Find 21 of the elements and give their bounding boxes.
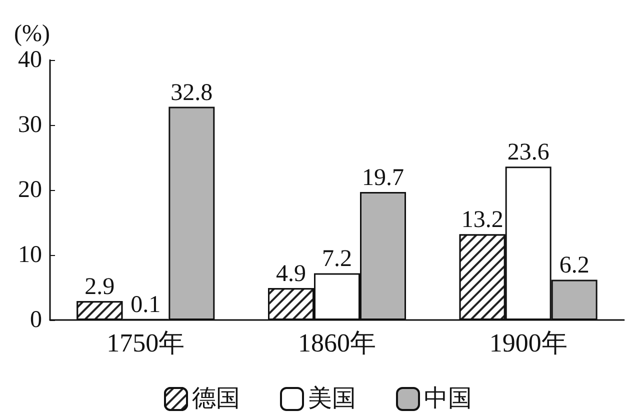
y-tick-label: 20 — [18, 177, 42, 203]
data-label: 6.2 — [559, 252, 590, 279]
x-tick-label: 1900年 — [489, 328, 568, 358]
y-tick-label: 40 — [18, 47, 42, 73]
y-axis-title: (%) — [14, 21, 50, 47]
legend-label: 美国 — [308, 385, 356, 412]
y-tick-label: 0 — [30, 307, 42, 333]
y-tick-label: 30 — [18, 112, 42, 138]
data-label: 19.7 — [362, 164, 404, 191]
x-tick-label: 1860年 — [298, 328, 376, 358]
data-label: 13.2 — [461, 207, 504, 234]
data-label: 0.1 — [130, 292, 161, 318]
data-label: 7.2 — [322, 246, 352, 272]
data-label: 32.8 — [170, 80, 213, 106]
data-label: 2.9 — [84, 274, 115, 300]
x-tick-label: 1750年 — [106, 328, 185, 358]
legend-label: 中国 — [424, 386, 472, 412]
y-tick-label: 10 — [18, 242, 42, 268]
data-label: 4.9 — [276, 261, 306, 288]
legend-label: 德国 — [192, 386, 240, 412]
data-label: 23.6 — [507, 140, 550, 166]
